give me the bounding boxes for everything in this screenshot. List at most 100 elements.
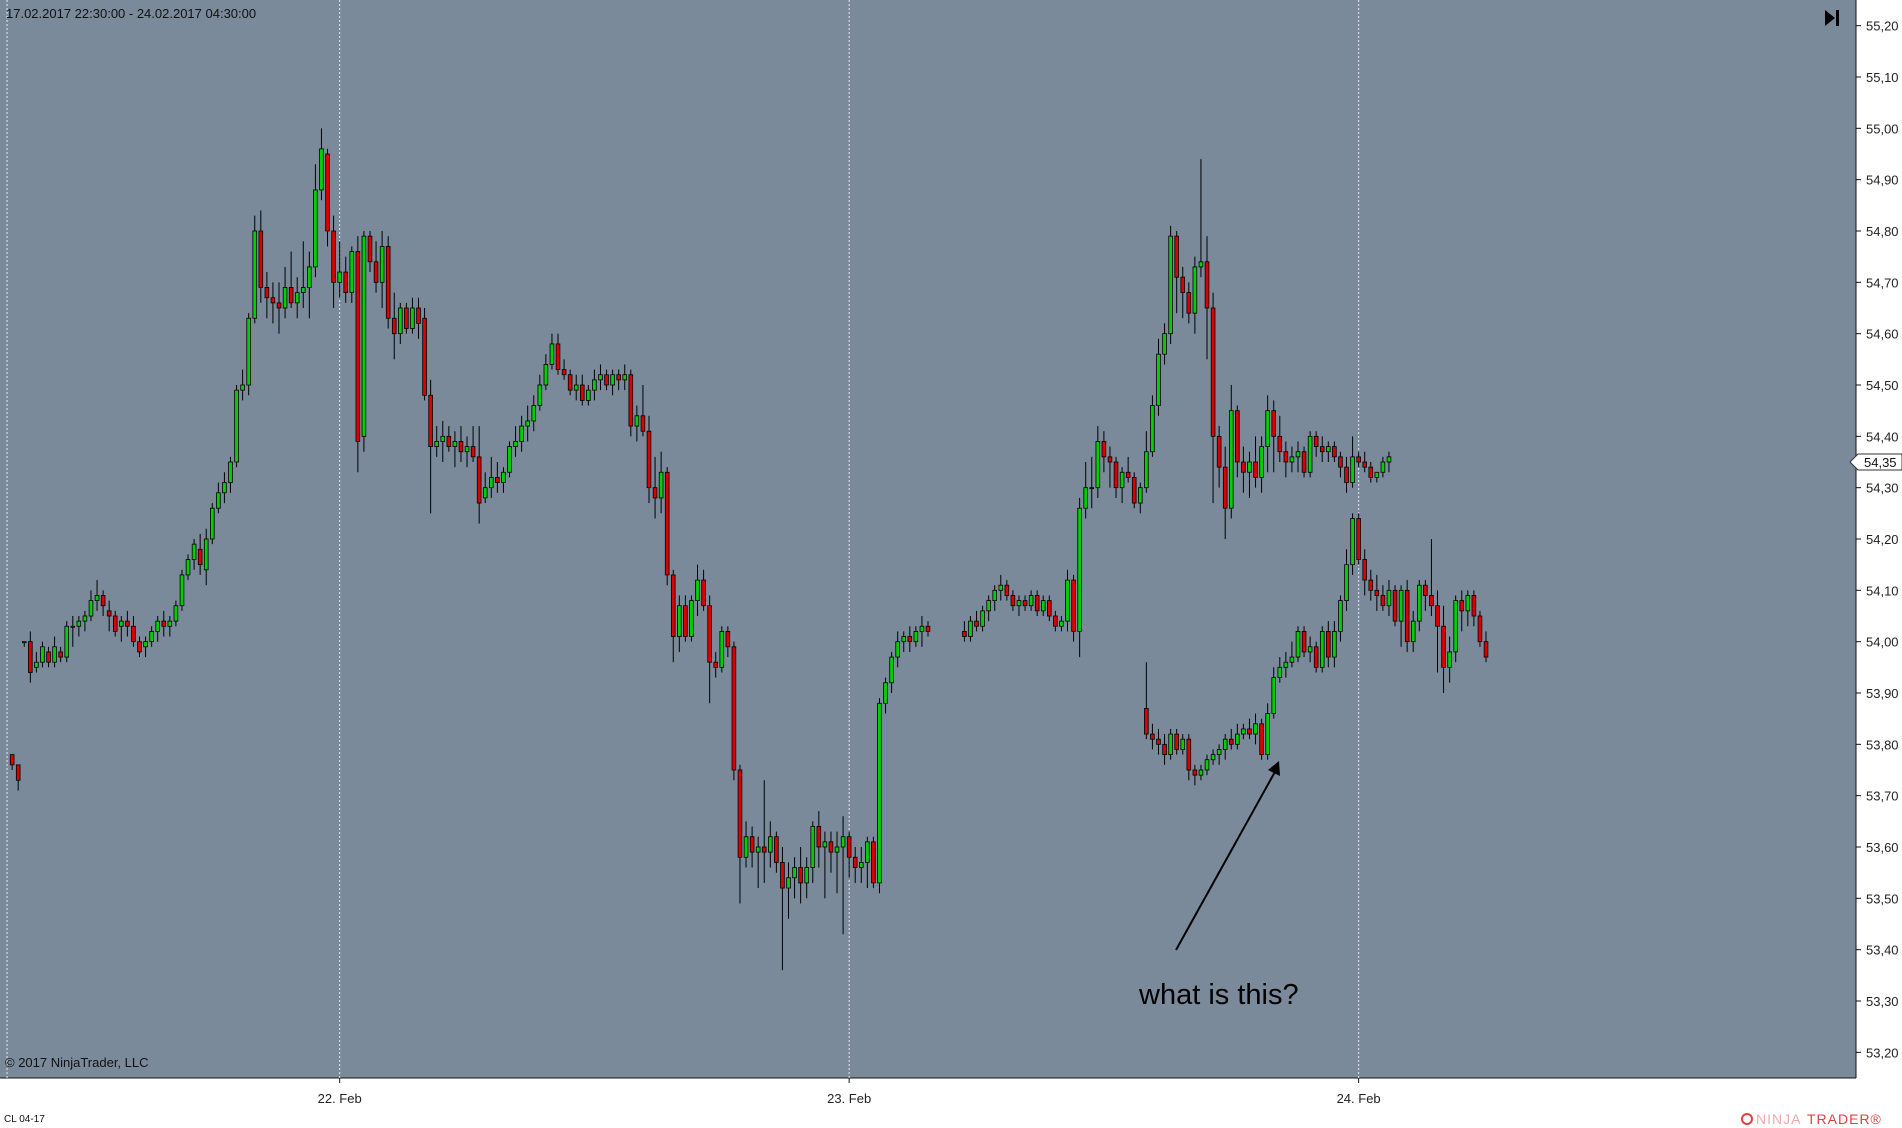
candle-down — [1247, 728, 1252, 735]
candle-up — [1235, 733, 1240, 745]
candle-up — [82, 615, 88, 622]
candle-up — [1277, 666, 1283, 678]
candle-up — [410, 307, 415, 329]
candle-down — [1362, 461, 1367, 468]
candle-up — [1241, 728, 1246, 735]
candle-up — [986, 600, 991, 612]
candle-up — [1380, 461, 1386, 473]
date-range-label: 17.02.2017 22:30:00 - 24.02.2017 04:30:0… — [6, 6, 256, 21]
candle-up — [501, 471, 506, 483]
candle-up — [185, 559, 191, 576]
svg-text:NINJA: NINJA — [1756, 1111, 1801, 1127]
candle-down — [1368, 579, 1374, 591]
candle-down — [1186, 292, 1192, 314]
candle-down — [197, 548, 203, 566]
y-tick-label: 54,20 — [1866, 532, 1899, 547]
candle-up — [1289, 656, 1295, 663]
candle-up — [677, 605, 682, 637]
candle-up — [240, 384, 245, 391]
candle-up — [1386, 589, 1392, 607]
candle-up — [76, 620, 82, 627]
candle-up — [94, 595, 100, 602]
candle-up — [610, 374, 615, 386]
candle-up — [319, 148, 324, 191]
candle-up — [822, 841, 828, 848]
candle-up — [1168, 235, 1173, 335]
candle-up — [1410, 620, 1416, 643]
candle-up — [689, 600, 694, 637]
candle-down — [1338, 456, 1343, 468]
candle-up — [573, 384, 579, 391]
candle-up — [252, 230, 258, 319]
candle-down — [9, 754, 15, 766]
candle-down — [1392, 589, 1398, 622]
y-tick-label: 54,40 — [1866, 429, 1899, 444]
ninjatrader-logo: NINJA TRADER® — [1741, 1111, 1881, 1127]
y-tick-label: 53,20 — [1866, 1045, 1899, 1060]
candle-down — [1156, 738, 1161, 745]
candle-down — [737, 769, 743, 858]
candle-up — [313, 189, 318, 268]
y-tick-label: 54,90 — [1866, 173, 1899, 188]
candle-up — [1350, 518, 1355, 566]
candle-down — [1253, 461, 1258, 478]
candle-down — [652, 487, 658, 499]
candle-down — [828, 841, 834, 853]
candle-up — [919, 625, 925, 632]
candle-up — [228, 461, 233, 483]
candle-up — [1465, 595, 1471, 612]
candle-up — [1198, 769, 1204, 776]
candle-up — [634, 415, 640, 427]
candle-down — [1301, 631, 1307, 653]
y-tick-label: 55,20 — [1866, 19, 1899, 34]
candle-up — [143, 641, 148, 648]
candle-up — [1089, 487, 1095, 490]
candle-down — [391, 317, 397, 335]
candle-down — [258, 230, 264, 288]
candle-down — [416, 307, 421, 324]
candle-up — [179, 574, 185, 607]
candle-up — [1204, 759, 1210, 771]
candle-down — [780, 862, 785, 889]
candle-up — [980, 610, 985, 627]
candle-down — [604, 374, 609, 386]
candle-down — [1435, 605, 1440, 627]
candle-up — [398, 307, 403, 335]
candle-down — [1113, 461, 1119, 489]
candle-down — [628, 374, 634, 427]
candle-down — [1010, 595, 1016, 607]
candle-up — [1028, 595, 1034, 607]
candle-down — [458, 441, 464, 453]
candle-up — [337, 271, 342, 283]
candle-down — [1368, 466, 1374, 478]
candle-up — [167, 620, 173, 627]
candle-up — [452, 441, 458, 448]
candle-down — [567, 374, 573, 391]
candle-down — [428, 394, 433, 447]
candle-down — [1483, 641, 1489, 658]
candle-down — [555, 343, 561, 370]
candle-up — [21, 641, 27, 644]
candle-down — [925, 625, 931, 632]
candle-down — [373, 261, 379, 283]
candle-down — [325, 153, 330, 232]
candle-down — [1204, 261, 1210, 309]
y-tick-label: 55,00 — [1866, 121, 1899, 136]
candle-up — [1150, 405, 1155, 453]
y-tick-label: 54,10 — [1866, 583, 1899, 598]
candle-down — [731, 646, 737, 771]
candle-down — [1344, 466, 1349, 483]
candle-up — [1198, 261, 1204, 268]
candle-down — [1174, 235, 1179, 278]
play-end-icon[interactable] — [1825, 10, 1839, 26]
candle-down — [1380, 595, 1386, 607]
y-tick-label: 53,90 — [1866, 686, 1899, 701]
candle-down — [422, 317, 427, 396]
plot-background — [0, 0, 1856, 1078]
candle-up — [173, 605, 179, 622]
copyright-label: © 2017 NinjaTrader, LLC — [5, 1055, 149, 1070]
candle-down — [367, 235, 373, 263]
candle-up — [1144, 451, 1149, 489]
candle-down — [670, 574, 676, 637]
candle-down — [58, 651, 63, 658]
